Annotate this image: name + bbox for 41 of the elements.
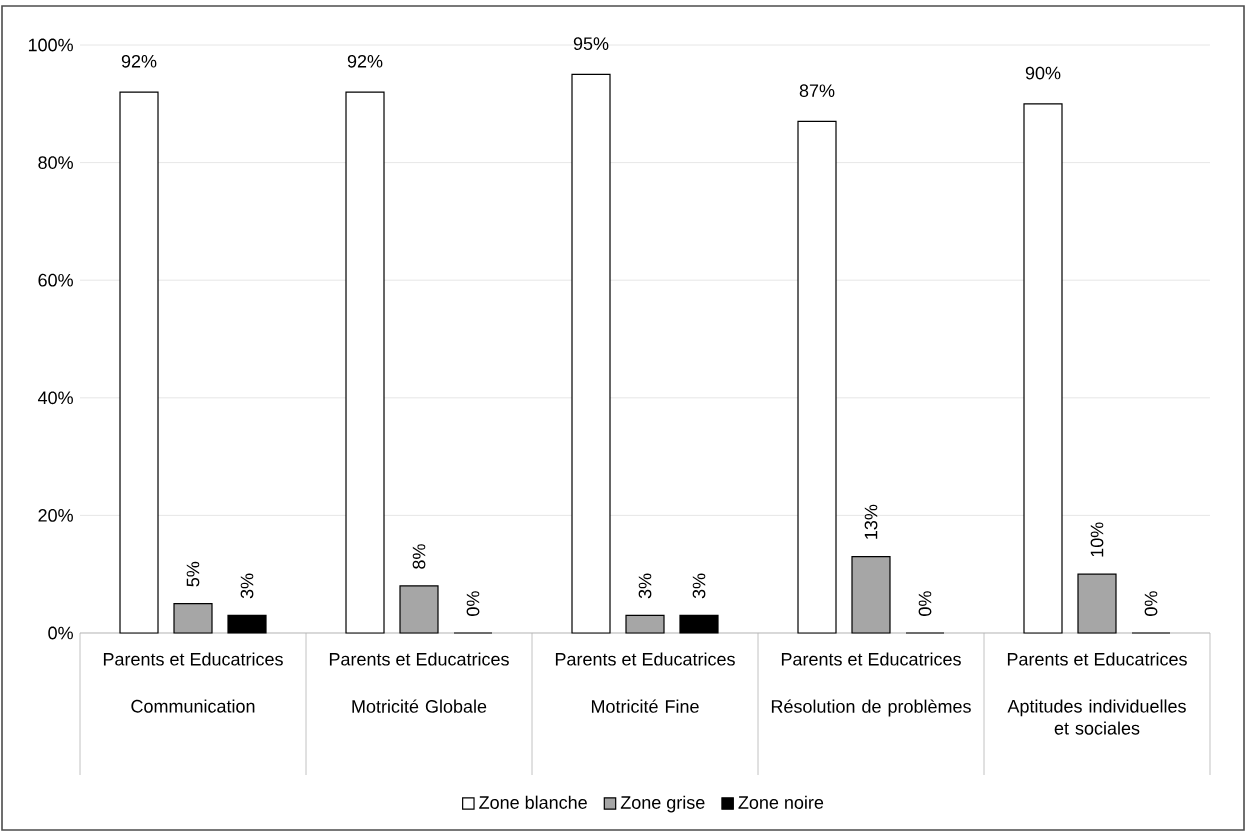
data-label: 90%: [1025, 66, 1061, 80]
x-tick-label: Aptitudes individuelles et sociales: [1007, 699, 1186, 735]
y-tick-label: 80%: [38, 156, 73, 169]
legend-label: Zone grise: [620, 795, 705, 813]
data-label: 10%: [1090, 522, 1104, 557]
bar: [119, 91, 159, 634]
text: Parents et Educatrices: [781, 652, 961, 666]
data-label: 8%: [412, 544, 426, 569]
data-label: 92%: [347, 54, 383, 68]
data-label: 92%: [121, 54, 157, 68]
data-label: 13%: [864, 504, 878, 539]
data-label: 95%: [573, 37, 609, 51]
text: Parents et Educatrices: [555, 652, 735, 666]
bar: [679, 614, 719, 634]
text: Parents et Educatrices: [1007, 652, 1187, 666]
x-tick-label: Résolution de problèmes: [771, 699, 971, 717]
data-label: 3%: [692, 573, 706, 599]
data-label: 3%: [240, 573, 254, 599]
bar: [797, 120, 837, 634]
bar: [1023, 103, 1063, 634]
x-tick-label: Motricité Fine: [591, 699, 699, 713]
data-label: 87%: [799, 84, 835, 98]
data-label: 0%: [1144, 591, 1158, 616]
y-tick-label: 100%: [28, 38, 73, 52]
legend-label: Zone noire: [738, 795, 824, 809]
data-label: 5%: [186, 561, 200, 587]
data-label: 3%: [638, 573, 652, 599]
bar: [571, 73, 611, 634]
data-label: 0%: [466, 591, 480, 616]
y-tick-label: 60%: [38, 273, 73, 287]
text: Parents et Educatrices: [103, 652, 283, 666]
x-tick-label: Motricité Globale: [352, 699, 487, 713]
data-label: 0%: [918, 591, 932, 616]
x-tick-label: Communication: [131, 699, 255, 713]
text: Parents et Educatrices: [329, 652, 509, 666]
bar: [227, 614, 267, 634]
y-tick-label: 40%: [37, 391, 73, 405]
bar: [345, 91, 385, 634]
legend-label: Zone blanche: [479, 795, 587, 809]
y-tick-label: 20%: [38, 509, 73, 522]
y-tick-label: 0%: [48, 626, 73, 640]
